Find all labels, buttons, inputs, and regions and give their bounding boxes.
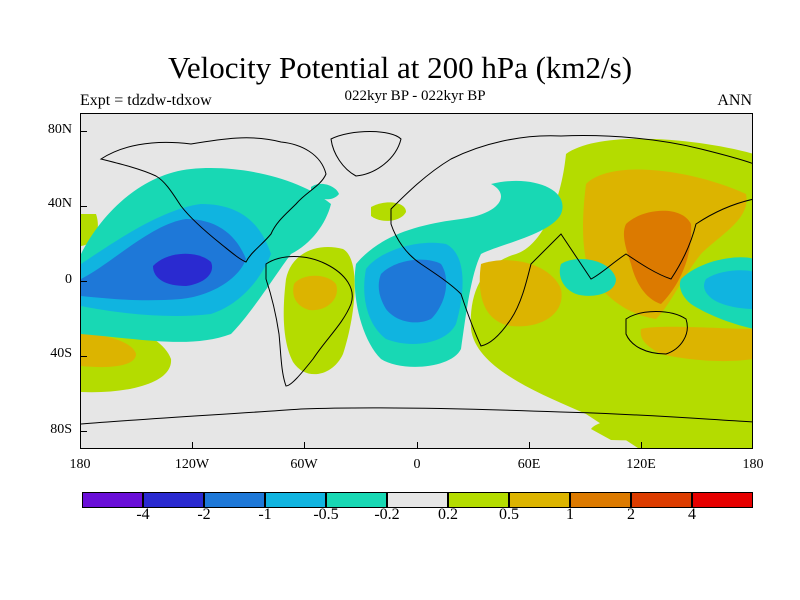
colorbar-segment-1: [143, 492, 204, 508]
y-tick-label-40n: 40N: [47, 196, 72, 211]
neg3-contour-africa: [378, 259, 447, 323]
y-tick-40s: [80, 356, 87, 357]
colorbar-label-6: 0.5: [499, 506, 519, 523]
x-tick-label-180w: 180: [69, 457, 91, 472]
colorbar-segment-2: [204, 492, 265, 508]
pos-contour-south-america: [283, 247, 355, 375]
pos-contour-north-atlantic: [371, 202, 406, 221]
south-america-coastline: [265, 256, 353, 387]
y-tick-80s: [80, 431, 87, 432]
colorbar-label-9: 4: [688, 506, 696, 523]
neg-contour-north-atlantic: [311, 183, 339, 200]
pos2-contour-south-pacific: [81, 334, 136, 368]
x-tick-60e: [529, 442, 530, 449]
y-tick-label-80n: 80N: [47, 122, 72, 137]
x-tick-label-0: 0: [413, 457, 421, 472]
y-tick-40n: [80, 206, 87, 207]
y-tick-label-40s: 40S: [50, 346, 72, 361]
x-tick-120e: [641, 442, 642, 449]
plot-title: Velocity Potential at 200 hPa (km2/s): [167, 50, 633, 85]
colorbar-segment-4: [326, 492, 387, 508]
y-tick-label-0: 0: [65, 272, 72, 287]
pos-contour-antarctic: [591, 416, 707, 441]
x-tick-label-120w: 120W: [174, 457, 210, 472]
colorbar-segment-8: [570, 492, 631, 508]
colorbar-label-8: 2: [627, 506, 635, 523]
neg-contour-indian-ocean: [559, 259, 616, 296]
colorbar-label-1: -2: [197, 506, 211, 523]
pos2-contour-south-america: [293, 275, 337, 311]
africa-eurasia-coastline: [390, 135, 752, 347]
australia-coastline: [625, 311, 688, 355]
colorbar-segment-3: [265, 492, 326, 508]
map-panel: [80, 113, 753, 449]
contour-field: [81, 131, 752, 448]
colorbar-segment-5: [387, 492, 448, 508]
pos2-contour-pacific-south: [640, 326, 752, 362]
y-tick-0: [80, 281, 87, 282]
north-america-coastline: [99, 137, 327, 263]
x-tick-60w: [304, 442, 305, 449]
pos2-contour-indian: [479, 260, 562, 327]
colorbar-label-4: -0.2: [374, 506, 400, 523]
x-tick-120w: [192, 442, 193, 449]
colorbar-label-5: 0.2: [438, 506, 458, 523]
colorbar-segment-9: [631, 492, 692, 508]
colorbar-segment-6: [448, 492, 509, 508]
colorbar-label-3: -0.5: [313, 506, 339, 523]
colorbar-label-0: -4: [136, 506, 150, 523]
greenland-coastline: [330, 131, 402, 177]
antarctica-coastline: [81, 407, 752, 425]
colorbar-segment-7: [509, 492, 570, 508]
pos3-contour-east-asia: [623, 210, 692, 304]
x-tick-0: [417, 442, 418, 449]
period-label: 022kyr BP - 022kyr BP: [344, 88, 486, 104]
y-tick-label-80s: 80S: [50, 422, 72, 437]
colorbar-label-2: -1: [258, 506, 272, 523]
neg2-contour-west-pacific: [704, 270, 752, 309]
x-tick-label-180e: 180: [742, 457, 764, 472]
colorbar-segment-0: [82, 492, 143, 508]
x-tick-label-60e: 60E: [517, 457, 541, 472]
x-tick-label-60w: 60W: [290, 457, 318, 472]
colorbar-segment-10: [692, 492, 753, 508]
x-tick-label-120e: 120E: [626, 457, 656, 472]
neg4-contour-pacific: [153, 253, 213, 286]
coastlines: [81, 131, 752, 425]
y-tick-80n: [80, 131, 87, 132]
experiment-label: Expt = tdzdw-tdxow: [80, 92, 212, 109]
season-label: ANN: [717, 92, 752, 109]
colorbar-label-7: 1: [566, 506, 574, 523]
